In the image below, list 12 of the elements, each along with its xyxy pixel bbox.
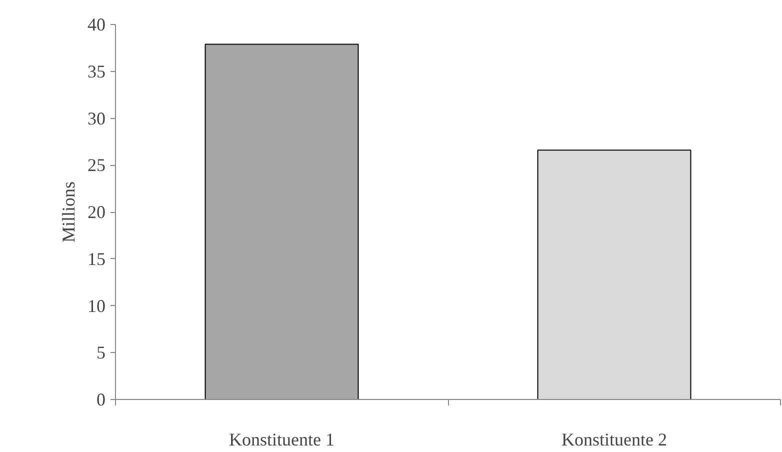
y-tick-label: 15 xyxy=(88,248,106,269)
x-tick-label: Konstituente 2 xyxy=(562,430,668,450)
y-tick-label: 30 xyxy=(88,108,106,128)
y-axis-title: Millions xyxy=(58,181,78,243)
x-tick-label: Konstituente 1 xyxy=(229,430,335,450)
y-tick-label: 20 xyxy=(88,202,106,222)
y-tick-label: 10 xyxy=(88,296,106,316)
y-tick-label: 40 xyxy=(88,14,106,34)
y-tick-label: 5 xyxy=(96,342,106,363)
y-tick-label: 35 xyxy=(88,61,106,82)
y-tick-label: 0 xyxy=(96,390,106,410)
y-tick-label: 25 xyxy=(88,155,106,176)
